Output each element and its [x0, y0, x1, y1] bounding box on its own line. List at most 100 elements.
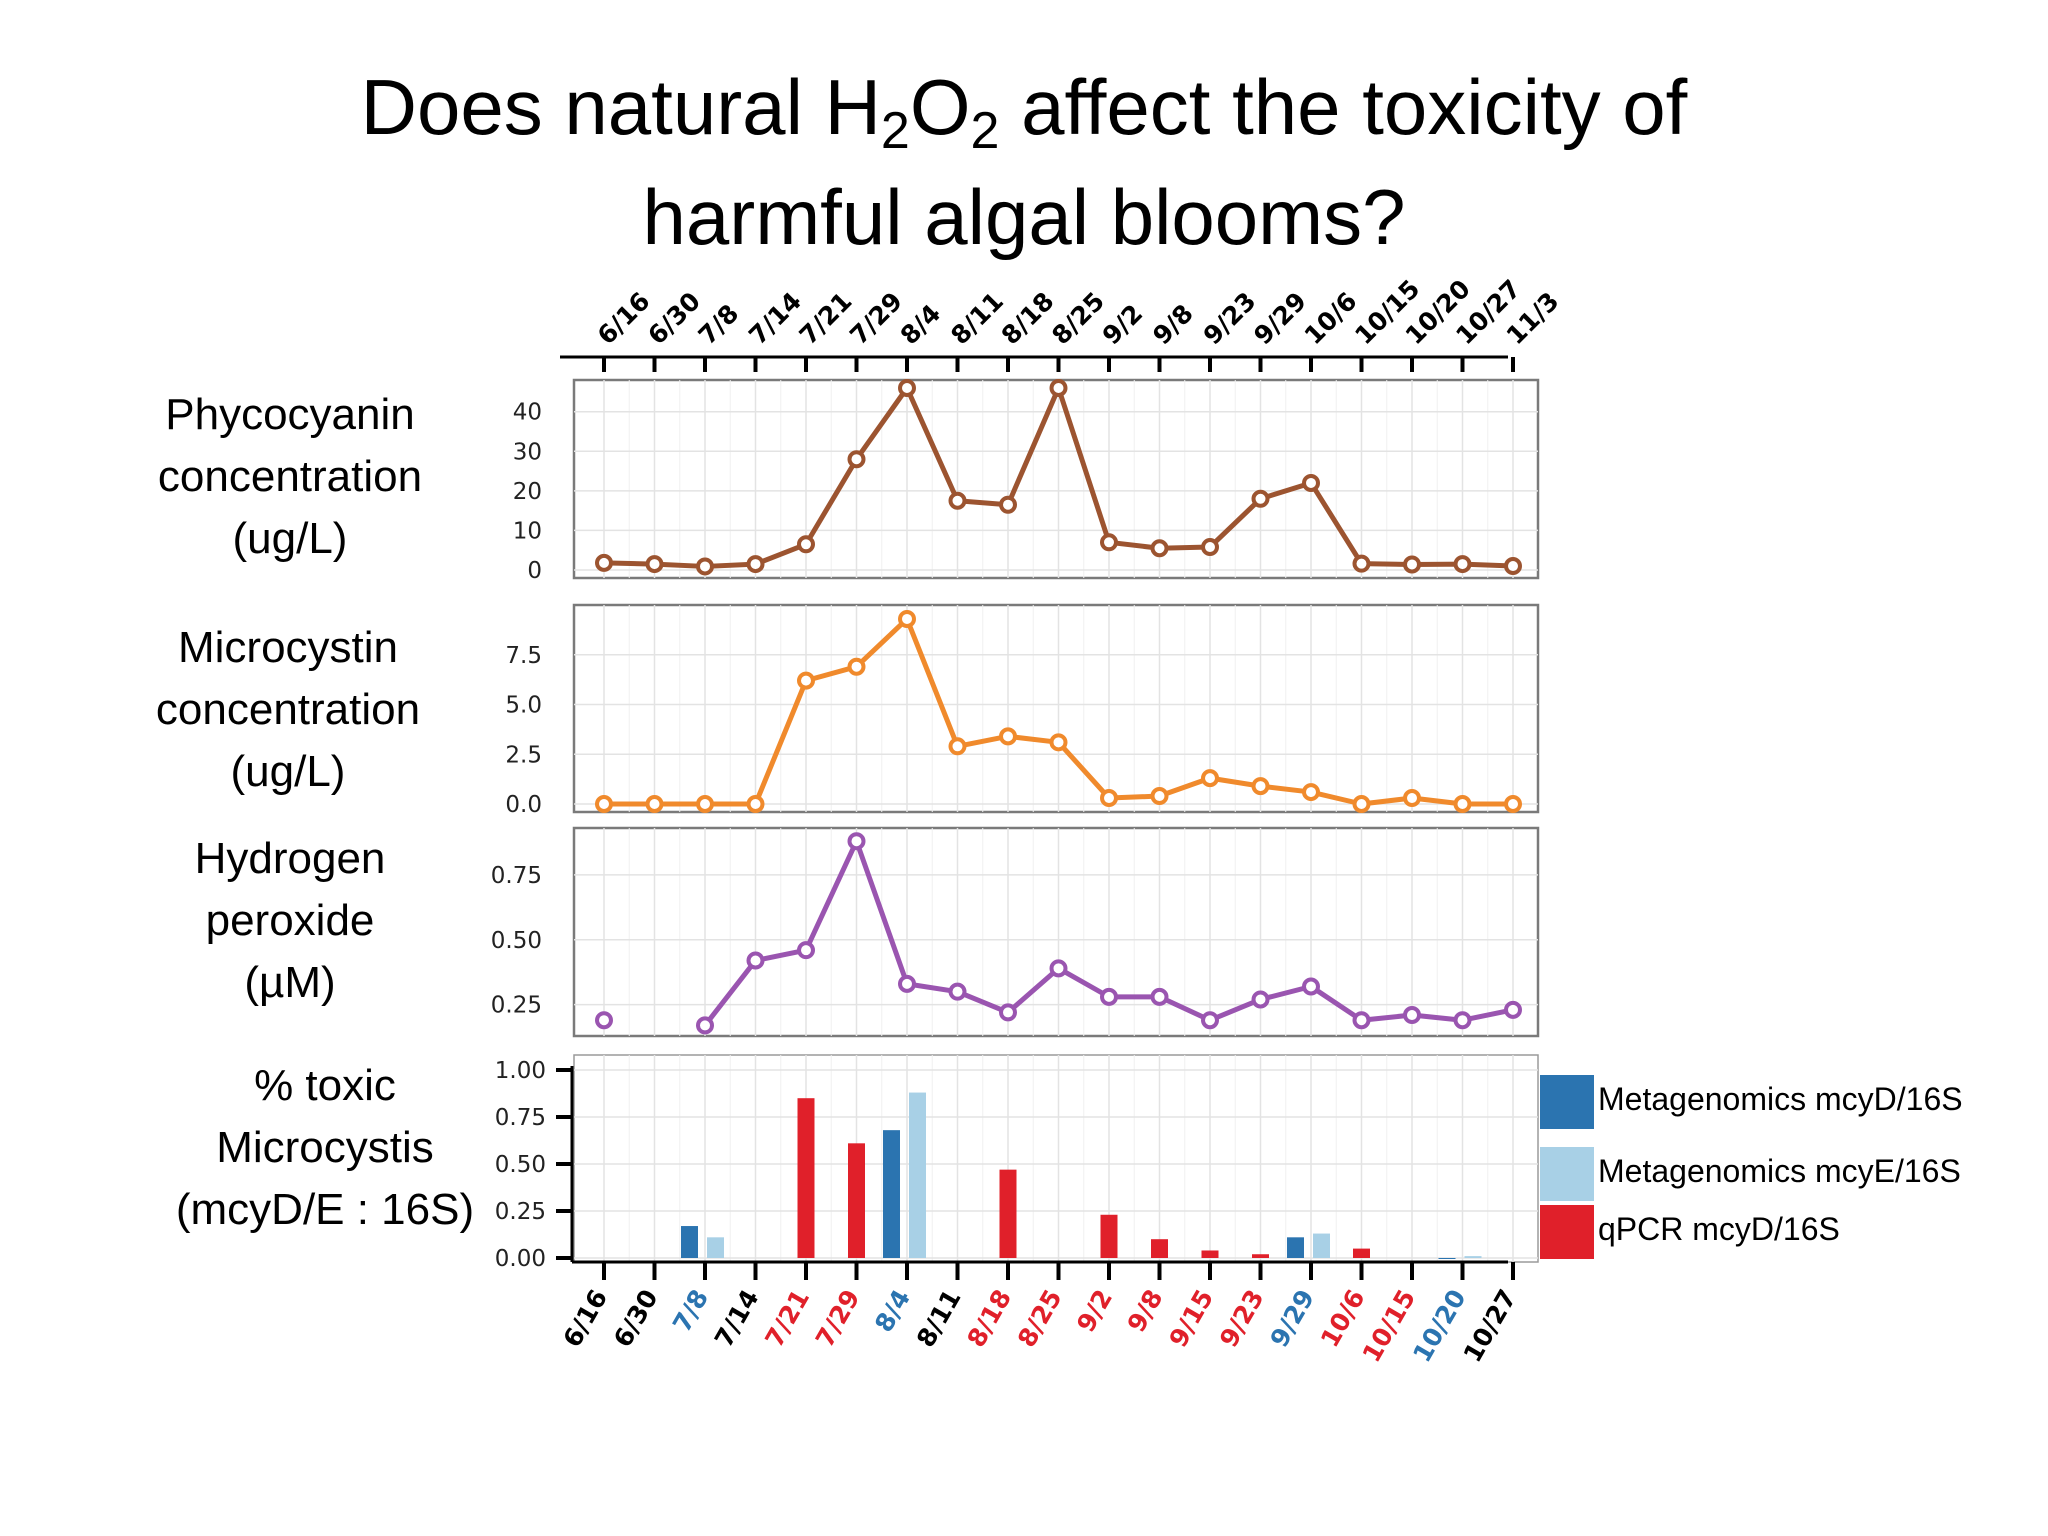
- phycocyanin-chart-data-point: [1201, 538, 1219, 557]
- phycocyanin-chart-ytick-label: 20: [513, 479, 542, 505]
- toxic-bar-qpcr-mcyd: [999, 1169, 1017, 1258]
- peroxide-chart-data-point: [1403, 1006, 1421, 1025]
- legend-swatch-qpcr-mcyd: [1540, 1205, 1594, 1259]
- toxic-bar-qpcr-mcyd: [1201, 1250, 1219, 1258]
- toxic-bar-meta-mcye: [1464, 1256, 1482, 1258]
- toxic-chart-ytick-label: 0.25: [495, 1199, 546, 1225]
- phycocyanin-chart-data-point: [1302, 473, 1320, 492]
- microcystin-chart-data-point: [1251, 777, 1270, 796]
- microcystin-chart-data-point: [645, 795, 664, 813]
- title-line-1: Does natural H2O2 affect the toxicity of: [360, 63, 1688, 160]
- phycocyanin-chart-data-point: [999, 495, 1017, 514]
- microcystin-chart-data-point: [898, 609, 916, 628]
- peroxide-chart-data-point: [1100, 987, 1118, 1006]
- toxic-bar-qpcr-mcyd: [1353, 1248, 1370, 1258]
- phycocyanin-chart-data-point: [1251, 489, 1270, 508]
- peroxide-chart-data-point: [999, 1003, 1017, 1022]
- legend-swatch-meta-mcye: [1540, 1147, 1594, 1201]
- peroxide-chart-data-point: [1352, 1011, 1371, 1030]
- peroxide-chart-data-point: [1251, 990, 1270, 1009]
- toxic-label: % toxic Microcystis (mcyD/E : 16S): [175, 1061, 475, 1234]
- phycocyanin-chart-data-point: [797, 535, 815, 554]
- toxic-chart-frame: [573, 1054, 1539, 1263]
- legend-label-meta-mcyd: Metagenomics mcyD/16S: [1598, 1081, 1963, 1117]
- phycocyanin-chart-ytick-label: 0: [527, 558, 542, 584]
- phycocyanin-chart-frame: [572, 378, 1540, 580]
- toxic-bar-qpcr-mcyd: [1100, 1214, 1118, 1258]
- legend-label-qpcr-mcyd: qPCR mcyD/16S: [1598, 1211, 1840, 1247]
- microcystin-chart-ytick-label: 2.5: [505, 742, 542, 768]
- peroxide-chart-ytick-label: 0.75: [491, 863, 542, 889]
- toxic-chart-ytick-label: 0.75: [495, 1105, 546, 1131]
- peroxide-chart-data-point: [1302, 977, 1320, 996]
- microcystin-chart-data-point: [1049, 733, 1068, 752]
- microcystin-chart-data-point: [1100, 789, 1118, 808]
- phycocyanin-chart-data-point: [898, 379, 916, 397]
- toxic-bar-meta-mcyd: [1287, 1237, 1304, 1258]
- phycocyanin-chart-data-point: [948, 491, 967, 510]
- phycocyanin-chart-data-point: [1049, 379, 1068, 397]
- toxic-chart-ytick-label: 0.00: [495, 1246, 546, 1272]
- toxic-bar-qpcr-mcyd: [1252, 1254, 1269, 1258]
- toxic-bar-qpcr-mcyd: [1151, 1239, 1168, 1258]
- toxic-chart-ytick-label: 1.00: [495, 1058, 546, 1084]
- microcystin-chart-data-point: [847, 657, 866, 676]
- microcystin-chart-data-point: [948, 737, 967, 756]
- microcystin-chart-data-point: [1201, 769, 1219, 788]
- phycocyanin-chart-data-point: [1453, 555, 1472, 574]
- microcystin-chart-ytick-label: 7.5: [505, 643, 542, 669]
- legend-label-meta-mcye: Metagenomics mcyE/16S: [1598, 1153, 1961, 1189]
- legend-swatch-meta-mcyd: [1540, 1075, 1594, 1129]
- phycocyanin-chart-data-point: [595, 553, 613, 572]
- toxic-bar-qpcr-mcyd: [797, 1098, 815, 1258]
- phycocyanin-chart-data-point: [1150, 539, 1169, 558]
- phycocyanin-chart-data-point: [1403, 555, 1421, 574]
- peroxide-label: Hydrogen peroxide (µM): [194, 834, 386, 1007]
- phycocyanin-chart-ytick-label: 30: [513, 439, 542, 465]
- peroxide-chart-frame: [572, 826, 1540, 1038]
- peroxide-chart-data-point: [696, 1016, 714, 1035]
- phycocyanin-chart-ytick-label: 40: [513, 400, 542, 426]
- toxic-bar-meta-mcye: [707, 1237, 724, 1258]
- microcystin-chart-data-point: [595, 795, 613, 813]
- peroxide-chart-data-point: [1049, 959, 1068, 978]
- toxic-bar-meta-mcyd: [1438, 1258, 1456, 1259]
- microcystin-chart-ytick-label: 0.0: [505, 792, 542, 818]
- peroxide-chart-data-point: [1504, 1000, 1522, 1019]
- peroxide-chart-data-point: [948, 982, 967, 1001]
- microcystin-chart-data-point: [1302, 783, 1320, 802]
- peroxide-chart-data-point: [746, 951, 765, 970]
- phycocyanin-chart-data-point: [696, 557, 714, 576]
- microcystin-label: Microcystin concentration (ug/L): [155, 623, 421, 796]
- microcystin-chart-data-point: [696, 795, 714, 813]
- microcystin-chart-data-point: [1403, 789, 1421, 808]
- peroxide-chart-data-point: [595, 1011, 613, 1030]
- peroxide-chart-data-point: [898, 974, 916, 993]
- microcystin-chart-frame: [572, 603, 1540, 814]
- phycocyanin-chart-data-point: [645, 555, 664, 574]
- toxic-bar-meta-mcye: [909, 1092, 926, 1258]
- title-line-2: harmful algal blooms?: [642, 173, 1406, 261]
- slide-title: Does natural H2O2 affect the toxicity of…: [0, 52, 2048, 272]
- phycocyanin-chart-ytick-label: 10: [513, 518, 542, 544]
- peroxide-chart-data-point: [847, 832, 866, 851]
- microcystin-chart-data-point: [746, 795, 765, 813]
- phycocyanin-chart-data-point: [746, 555, 765, 574]
- toxic-bar-meta-mcyd: [883, 1130, 900, 1258]
- toxic-bar-meta-mcyd: [681, 1226, 698, 1258]
- phycocyanin-chart-data-point: [1352, 554, 1371, 573]
- microcystin-chart-data-point: [1150, 787, 1169, 806]
- phycocyanin-chart-data-point: [1504, 557, 1522, 576]
- peroxide-chart-ytick-label: 0.25: [491, 993, 542, 1019]
- peroxide-chart-data-point: [1201, 1011, 1219, 1030]
- toxic-bar-meta-mcye: [1313, 1233, 1330, 1258]
- microcystin-chart-data-point: [1504, 795, 1522, 813]
- microcystin-chart-data-point: [1453, 795, 1472, 813]
- phycocyanin-chart-data-point: [847, 450, 866, 469]
- microcystin-chart-ytick-label: 5.0: [505, 693, 542, 719]
- peroxide-chart-ytick-label: 0.50: [491, 928, 542, 954]
- microcystin-chart-data-point: [1352, 795, 1371, 813]
- microcystin-chart-data-point: [999, 727, 1017, 746]
- toxic-chart-ytick-label: 0.50: [495, 1152, 546, 1178]
